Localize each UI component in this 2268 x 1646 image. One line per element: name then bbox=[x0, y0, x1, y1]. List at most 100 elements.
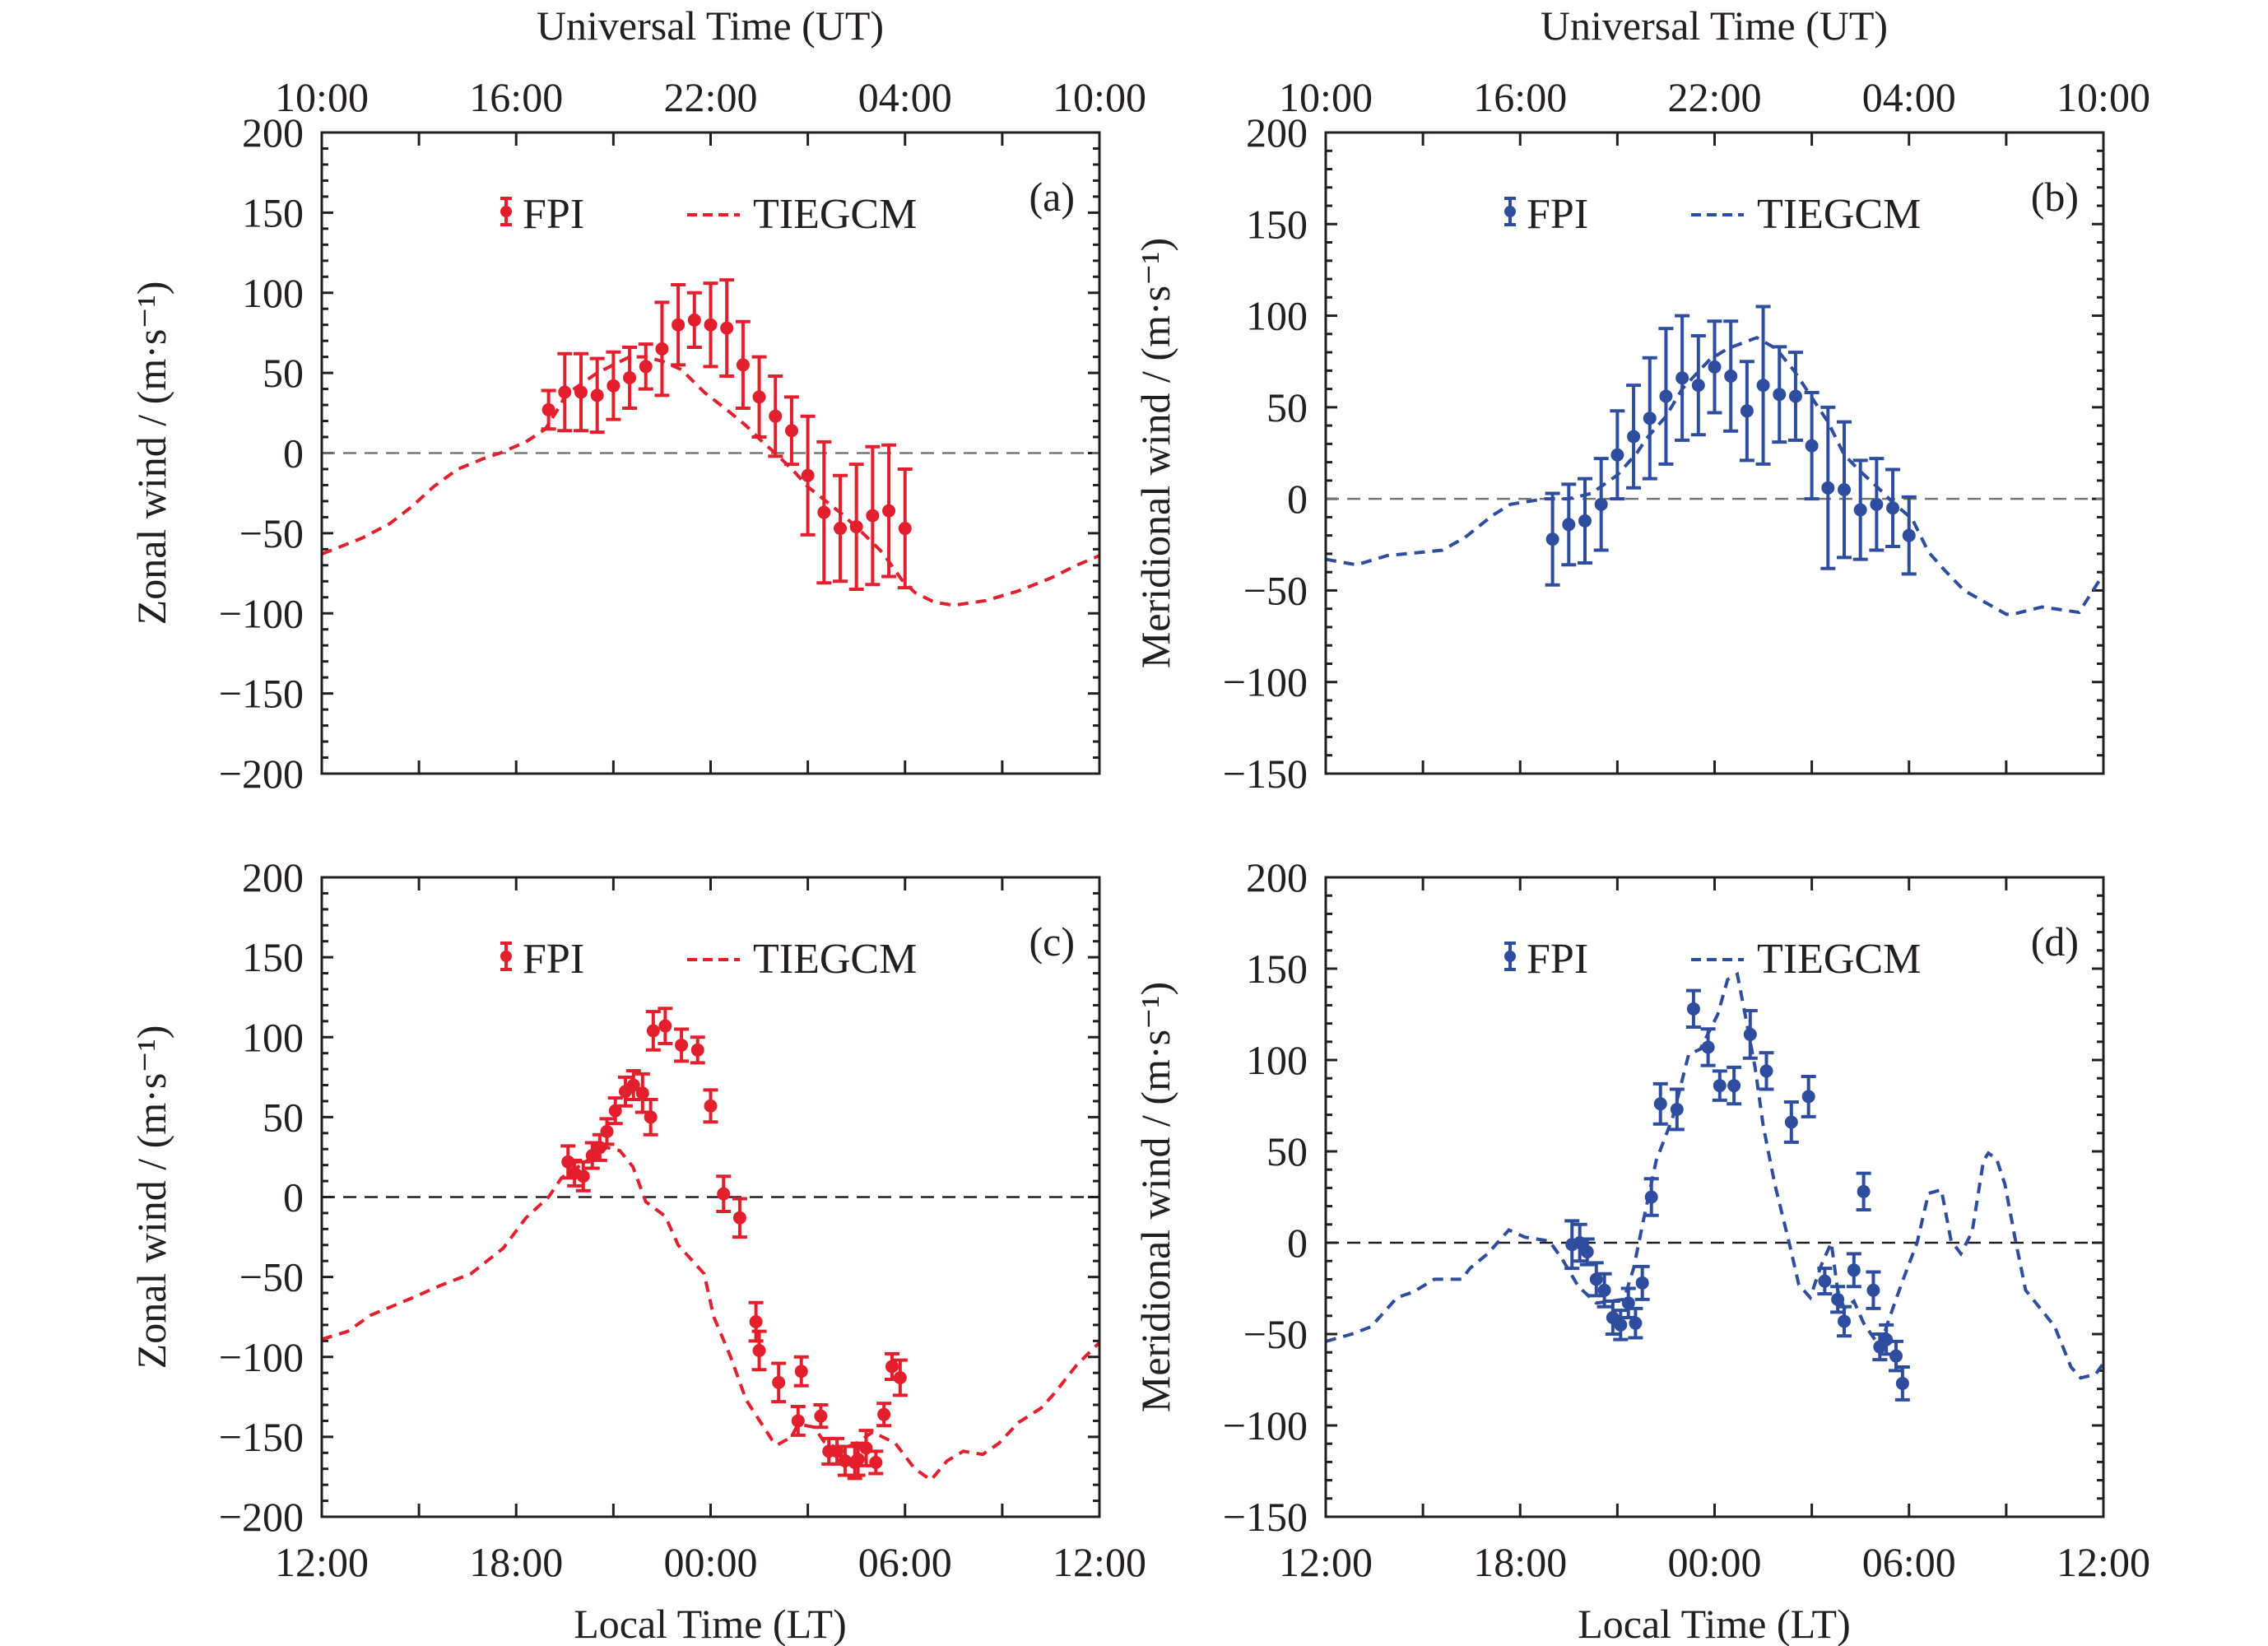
legend-fpi-label: FPI bbox=[1527, 191, 1588, 238]
fpi-marker bbox=[675, 1038, 689, 1052]
y-tick-label: 100 bbox=[1246, 1037, 1308, 1083]
plot-frame bbox=[1324, 876, 2105, 1518]
fpi-marker bbox=[541, 402, 555, 416]
fpi-data-point bbox=[575, 1160, 591, 1193]
panel-label: (b) bbox=[2031, 174, 2079, 220]
fpi-marker bbox=[1889, 1349, 1903, 1363]
y-tick-label: 0 bbox=[283, 430, 304, 477]
y-tick-label: 200 bbox=[242, 109, 304, 156]
fpi-data-point bbox=[557, 351, 573, 433]
fpi-marker bbox=[769, 409, 783, 423]
fpi-data-point bbox=[793, 1355, 809, 1388]
fpi-data-point bbox=[589, 356, 605, 435]
y-tick-label: 100 bbox=[242, 1014, 304, 1060]
fpi-marker bbox=[898, 522, 912, 536]
fpi-marker bbox=[869, 1455, 883, 1469]
fpi-data-point bbox=[1852, 458, 1868, 561]
lt-tick-label: 06:00 bbox=[1862, 1539, 1956, 1585]
fpi-data-point bbox=[1613, 1309, 1629, 1341]
fpi-marker bbox=[1853, 503, 1867, 517]
fpi-data-point bbox=[768, 374, 783, 458]
fpi-data-point bbox=[1642, 356, 1657, 481]
fpi-marker bbox=[1902, 528, 1916, 542]
fpi-data-point bbox=[1817, 1267, 1833, 1296]
fpi-data-point bbox=[751, 355, 767, 439]
y-tick-label: 50 bbox=[263, 350, 304, 396]
fpi-marker bbox=[600, 1124, 614, 1138]
fpi-data-point bbox=[735, 319, 751, 410]
legend-fpi-marker-icon bbox=[1504, 206, 1516, 217]
panel-label: (d) bbox=[2031, 918, 2079, 965]
fpi-data-point bbox=[830, 1436, 845, 1466]
y-tick-label: −150 bbox=[1223, 1494, 1308, 1540]
fpi-marker bbox=[882, 504, 896, 518]
fpi-data-point bbox=[892, 1358, 908, 1397]
fpi-marker bbox=[1838, 483, 1851, 497]
fpi-marker bbox=[752, 390, 766, 404]
fpi-marker bbox=[1580, 1245, 1594, 1259]
y-tick-label: −150 bbox=[1223, 751, 1308, 797]
fpi-data-point bbox=[541, 388, 556, 431]
fpi-data-point bbox=[1755, 305, 1771, 466]
fpi-marker bbox=[849, 520, 863, 534]
fpi-marker bbox=[574, 385, 588, 399]
legend-tiegcm-label: TIEGCM bbox=[753, 936, 917, 983]
y-tick-label: 200 bbox=[242, 854, 304, 900]
legend: FPI TIEGCM bbox=[1504, 191, 1921, 238]
fpi-marker bbox=[1805, 439, 1819, 453]
fpi-marker bbox=[704, 318, 718, 332]
top-axis-title-left: Universal Time (UT) bbox=[537, 2, 884, 49]
fpi-marker bbox=[1773, 388, 1787, 402]
fpi-data-point bbox=[1690, 334, 1706, 437]
legend: FPI TIEGCM bbox=[1504, 936, 1921, 983]
bottom-axis-title-right: Local Time (LT) bbox=[1578, 1601, 1850, 1646]
ut-tick-label: 10:00 bbox=[275, 74, 369, 120]
fpi-data-point bbox=[1759, 1051, 1774, 1091]
fpi-data-point bbox=[1685, 988, 1701, 1030]
fpi-marker bbox=[851, 1453, 865, 1467]
lt-tick-label: 06:00 bbox=[858, 1539, 952, 1585]
fpi-marker bbox=[885, 1360, 899, 1374]
fpi-data-point bbox=[719, 278, 735, 379]
fpi-data-point bbox=[690, 1035, 705, 1065]
fpi-marker bbox=[877, 1407, 891, 1421]
fpi-marker bbox=[1784, 1115, 1798, 1129]
fpi-data-point bbox=[1830, 1285, 1846, 1314]
fpi-marker bbox=[749, 1315, 763, 1329]
fpi-marker bbox=[635, 1086, 649, 1100]
y-axis-title: Meridional wind / (m·s⁻¹) bbox=[1132, 982, 1178, 1412]
fpi-marker bbox=[1838, 1314, 1851, 1328]
legend-fpi-marker-icon bbox=[500, 951, 512, 962]
y-tick-label: 200 bbox=[1246, 854, 1308, 900]
fpi-data-point bbox=[1742, 1009, 1758, 1060]
lt-tick-label: 12:00 bbox=[1279, 1539, 1373, 1585]
fpi-data-point bbox=[1727, 1065, 1742, 1106]
fpi-marker bbox=[772, 1375, 786, 1389]
fpi-data-point bbox=[868, 1449, 884, 1476]
fpi-marker bbox=[1756, 379, 1770, 393]
fpi-data-point bbox=[686, 291, 702, 349]
fpi-data-point bbox=[1804, 391, 1820, 501]
fpi-marker bbox=[1621, 1296, 1635, 1310]
ut-tick-label: 10:00 bbox=[1053, 74, 1146, 120]
fpi-marker bbox=[1818, 1274, 1832, 1288]
fpi-data-point bbox=[643, 1098, 658, 1137]
y-tick-label: 150 bbox=[1246, 946, 1308, 992]
fpi-data-point bbox=[1605, 1300, 1620, 1336]
fpi-marker bbox=[687, 313, 701, 327]
panel-label: (c) bbox=[1029, 918, 1076, 965]
y-tick-label: −200 bbox=[219, 751, 304, 797]
legend: FPI TIEGCM bbox=[500, 936, 917, 983]
fpi-marker bbox=[1759, 1064, 1773, 1078]
fpi-marker bbox=[817, 505, 831, 519]
fpi-data-point bbox=[848, 463, 864, 592]
fpi-marker bbox=[1886, 501, 1900, 515]
fpi-data-point bbox=[625, 1069, 641, 1102]
fpi-marker bbox=[838, 1454, 852, 1468]
fpi-data-point bbox=[1578, 477, 1592, 565]
fpi-marker bbox=[590, 388, 604, 402]
fpi-data-point bbox=[703, 281, 718, 369]
fpi-data-point bbox=[1901, 495, 1917, 576]
fpi-data-point bbox=[1820, 405, 1836, 570]
